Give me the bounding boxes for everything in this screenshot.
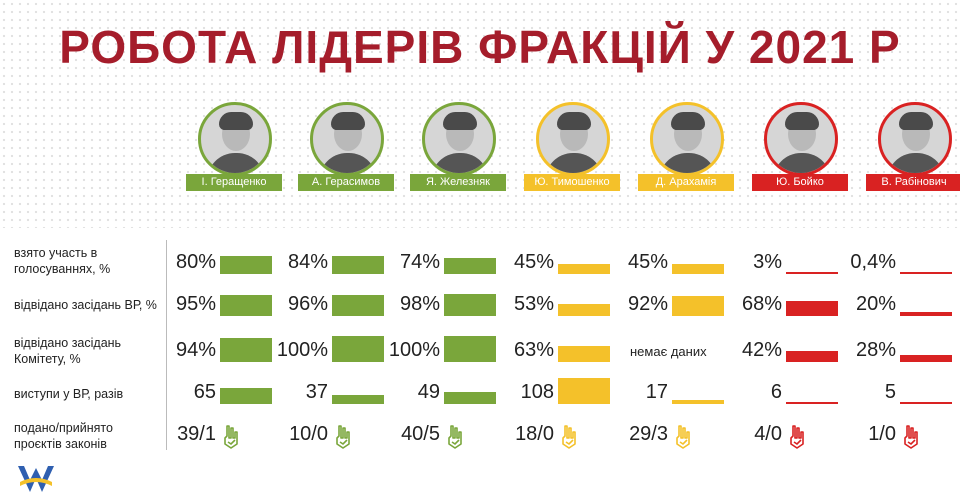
value-label: 42% [741, 339, 782, 361]
chesno-logo-icon [18, 466, 54, 492]
value-label: 68% [741, 293, 782, 315]
bills-value: 40/5 [401, 423, 440, 445]
value-bar [900, 312, 952, 316]
leader-card: Я. Железняк [410, 102, 506, 192]
row-label-vr-sessions: відвідано засідань ВР, % [14, 298, 157, 312]
avatar [536, 102, 610, 176]
avatar [878, 102, 952, 176]
value-label: 100% [276, 339, 328, 361]
value-bar [900, 402, 952, 404]
value-bar [672, 296, 724, 316]
value-bar [900, 355, 952, 362]
avatar [422, 102, 496, 176]
leader-card: Ю. Тимошенко [524, 102, 620, 192]
leader-card: В. Рабінович [866, 102, 960, 192]
value-bar [220, 256, 272, 274]
leader-card: Ю. Бойко [752, 102, 848, 192]
value-label: 65 [193, 381, 216, 403]
value-label: 28% [855, 339, 896, 361]
value-bar [900, 272, 952, 274]
value-bar [672, 264, 724, 274]
value-bar [444, 294, 496, 316]
value-bar [332, 395, 384, 404]
leader-name-tag: В. Рабінович [866, 174, 960, 191]
value-label: немає даних [630, 344, 707, 359]
value-bar [672, 400, 724, 404]
leader-name-tag: І. Геращенко [186, 174, 282, 191]
leader-card: Д. Арахамія [638, 102, 734, 192]
value-bar [332, 295, 384, 316]
value-label: 96% [287, 293, 328, 315]
value-label: 37 [305, 381, 328, 403]
leader-card: І. Геращенко [186, 102, 282, 192]
leader-name-tag: Ю. Бойко [752, 174, 848, 191]
bills-value: 18/0 [515, 423, 554, 445]
value-bar [220, 338, 272, 362]
value-bar [558, 346, 610, 362]
divider-line [166, 240, 167, 450]
bills-value: 29/3 [629, 423, 668, 445]
bills-value: 10/0 [289, 423, 328, 445]
value-label: 6 [770, 381, 782, 403]
bill-document-icon [336, 425, 350, 449]
value-label: 3% [753, 251, 782, 273]
value-bar [786, 402, 838, 404]
value-label: 45% [627, 251, 668, 273]
value-bar [786, 351, 838, 362]
leader-name-tag: А. Герасимов [298, 174, 394, 191]
bills-value: 1/0 [868, 423, 896, 445]
row-label-speeches: виступи у ВР, разів [14, 387, 124, 401]
avatar [764, 102, 838, 176]
bill-document-icon [676, 425, 690, 449]
value-label: 98% [399, 293, 440, 315]
leader-name-tag: Ю. Тимошенко [524, 174, 620, 191]
value-bar [220, 295, 272, 316]
bill-document-icon [562, 425, 576, 449]
avatar [198, 102, 272, 176]
bill-document-icon [790, 425, 804, 449]
bill-document-icon [224, 425, 238, 449]
value-bar [558, 304, 610, 316]
value-label: 20% [855, 293, 896, 315]
row-label-votes: взято участь в голосуваннях, % [14, 246, 111, 276]
value-label: 84% [287, 251, 328, 273]
bill-document-icon [904, 425, 918, 449]
bill-document-icon [448, 425, 462, 449]
leader-card: А. Герасимов [298, 102, 394, 192]
value-label: 94% [175, 339, 216, 361]
value-label: 17 [645, 381, 668, 403]
value-bar [444, 392, 496, 404]
avatar [310, 102, 384, 176]
value-label: 63% [513, 339, 554, 361]
value-bar [786, 301, 838, 316]
value-label: 80% [175, 251, 216, 273]
leader-name-tag: Д. Арахамія [638, 174, 734, 191]
bills-value: 4/0 [754, 423, 782, 445]
value-label: 0,4% [850, 251, 896, 273]
row-label-bills: подано/прийнято проєктів законів [14, 421, 113, 451]
value-label: 100% [388, 339, 440, 361]
value-label: 74% [399, 251, 440, 273]
value-bar [332, 336, 384, 362]
value-bar [220, 388, 272, 404]
page-title: РОБОТА ЛІДЕРІВ ФРАКЦІЙ У 2021 Р [59, 21, 901, 73]
leader-name-tag: Я. Железняк [410, 174, 506, 191]
bills-value: 39/1 [177, 423, 216, 445]
value-bar [444, 336, 496, 362]
row-label-committee: відвідано засідань Комітету, % [14, 336, 122, 366]
value-bar [332, 256, 384, 274]
value-label: 95% [175, 293, 216, 315]
value-label: 108 [520, 381, 554, 403]
value-label: 49 [417, 381, 440, 403]
value-bar [558, 264, 610, 274]
value-bar [786, 272, 838, 274]
value-label: 53% [513, 293, 554, 315]
value-bar [558, 378, 610, 404]
value-bar [444, 258, 496, 274]
value-label: 45% [513, 251, 554, 273]
value-label: 92% [627, 293, 668, 315]
avatar [650, 102, 724, 176]
value-label: 5 [884, 381, 896, 403]
